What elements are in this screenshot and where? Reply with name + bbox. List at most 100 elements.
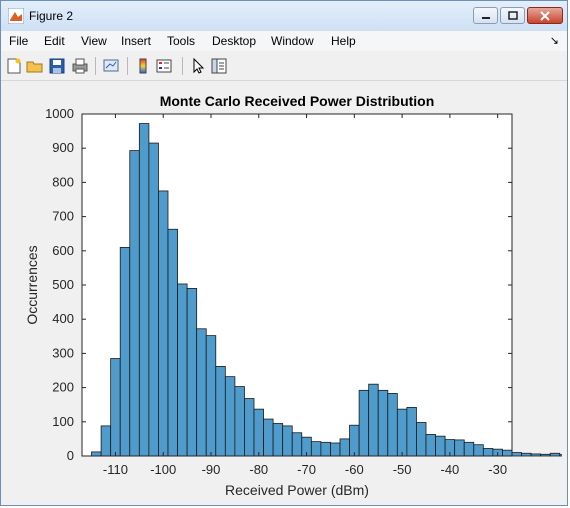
histogram-bar: [368, 383, 379, 457]
histogram-bar: [253, 408, 264, 457]
legend-icon[interactable]: [155, 57, 173, 75]
menu-insert[interactable]: Insert: [121, 34, 152, 48]
histogram-bar: [511, 452, 522, 457]
menu-help[interactable]: Help: [331, 34, 356, 48]
histogram-bar: [377, 389, 389, 457]
histogram-bar: [215, 365, 226, 457]
property-editor-icon[interactable]: [210, 57, 228, 75]
histogram-bar: [224, 376, 236, 457]
histogram-bar: [138, 123, 150, 457]
y-tick-label: 700: [52, 209, 74, 224]
x-axis-label: Received Power (dBm): [225, 482, 369, 498]
histogram-plot[interactable]: Monte Carlo Received Power Distribution …: [7, 81, 562, 500]
histogram-bar: [396, 408, 408, 457]
histogram-bar: [119, 246, 131, 457]
histogram-bar: [186, 288, 198, 457]
histogram-bar: [435, 435, 446, 457]
maximize-button[interactable]: [500, 7, 525, 24]
axes-box: [81, 113, 513, 457]
x-tick-label: -40: [440, 462, 459, 477]
menu-tools[interactable]: Tools: [167, 34, 196, 48]
menu-file[interactable]: File: [9, 34, 29, 48]
histogram-bar: [196, 328, 207, 457]
histogram-bar: [177, 283, 188, 457]
toolbar-separator: [95, 57, 96, 75]
maximize-icon: [507, 10, 518, 20]
histogram-bar: [482, 448, 494, 457]
histogram-bar: [100, 425, 112, 457]
window-title: Figure 2: [29, 9, 74, 23]
histogram-bar: [530, 453, 542, 457]
minimize-button[interactable]: [473, 7, 498, 24]
colorbar-icon[interactable]: [134, 57, 152, 75]
close-icon: [540, 10, 550, 21]
x-tick-label: -30: [488, 462, 507, 477]
histogram-bar: [263, 418, 274, 457]
histogram-bar: [540, 453, 551, 457]
x-tick-label: -100: [150, 462, 176, 477]
toolbar-separator: [127, 57, 128, 75]
matlab-logo-icon: [8, 8, 24, 24]
x-tick-label: -50: [393, 462, 412, 477]
menu-window[interactable]: Window: [271, 34, 314, 48]
histogram-bar: [244, 398, 255, 457]
menu-view[interactable]: View: [81, 34, 107, 48]
histogram-bar: [463, 441, 475, 457]
histogram-bar: [425, 434, 436, 457]
x-tick-label: -110: [103, 462, 128, 477]
toolbar-separator: [182, 57, 183, 75]
y-tick-label: 600: [52, 243, 74, 258]
histogram-bar: [406, 407, 417, 457]
histogram-bar: [339, 438, 350, 457]
histogram-bar: [330, 442, 341, 457]
print-icon[interactable]: [71, 57, 89, 75]
y-tick-label: 900: [52, 140, 74, 155]
new-figure-icon[interactable]: [5, 57, 23, 75]
histogram-bar: [234, 386, 245, 457]
histogram-bar: [158, 190, 169, 457]
histogram-bar: [310, 441, 322, 457]
histogram-bar: [521, 452, 532, 457]
histogram-bar: [502, 449, 513, 457]
y-tick-label: 1000: [45, 106, 74, 121]
histogram-bar: [320, 441, 331, 457]
y-axis-label: Occurrences: [24, 245, 40, 324]
toolbar: [1, 52, 567, 81]
histogram-bar: [387, 393, 398, 457]
plot-title: Monte Carlo Received Power Distribution: [160, 93, 435, 109]
open-file-icon[interactable]: [26, 57, 44, 75]
histogram-bar: [91, 451, 102, 457]
pointer-icon[interactable]: [189, 57, 207, 75]
menu-bar: File Edit View Insert Tools Desktop Wind…: [1, 31, 567, 51]
menu-edit[interactable]: Edit: [44, 34, 65, 48]
histogram-bar: [129, 150, 140, 457]
histogram-bar: [473, 444, 484, 457]
menu-desktop[interactable]: Desktop: [212, 34, 257, 48]
histogram-bar: [349, 424, 360, 457]
histogram-bar: [358, 389, 370, 457]
x-tick-label: -60: [345, 462, 364, 477]
histogram-bar: [291, 432, 303, 457]
histogram-bar: [272, 423, 284, 457]
y-tick-label: 300: [52, 345, 74, 360]
y-tick-label: 100: [52, 414, 74, 429]
histogram-bar: [205, 335, 217, 457]
y-tick-label: 200: [52, 380, 74, 395]
histogram-bar: [167, 228, 178, 457]
histogram-bar: [416, 422, 427, 457]
link-plot-icon[interactable]: [102, 57, 120, 75]
histogram-bar: [559, 454, 562, 457]
dock-arrow-icon[interactable]: ↘: [549, 35, 559, 47]
save-icon[interactable]: [48, 57, 66, 75]
y-tick-label: 0: [67, 448, 74, 463]
histogram-bar: [549, 452, 561, 457]
axis-ticks: -110 -100 -90 -80 -70 -60 -50 -40 -30 0 100 200 300 4…: [45, 106, 512, 477]
minimize-icon: [481, 16, 490, 19]
histogram-bar: [110, 358, 121, 457]
y-tick-label: 800: [52, 174, 74, 189]
x-tick-label: -90: [202, 462, 221, 477]
title-bar[interactable]: Figure 2: [1, 1, 567, 31]
x-tick-label: -80: [249, 462, 268, 477]
close-button[interactable]: [527, 7, 563, 24]
